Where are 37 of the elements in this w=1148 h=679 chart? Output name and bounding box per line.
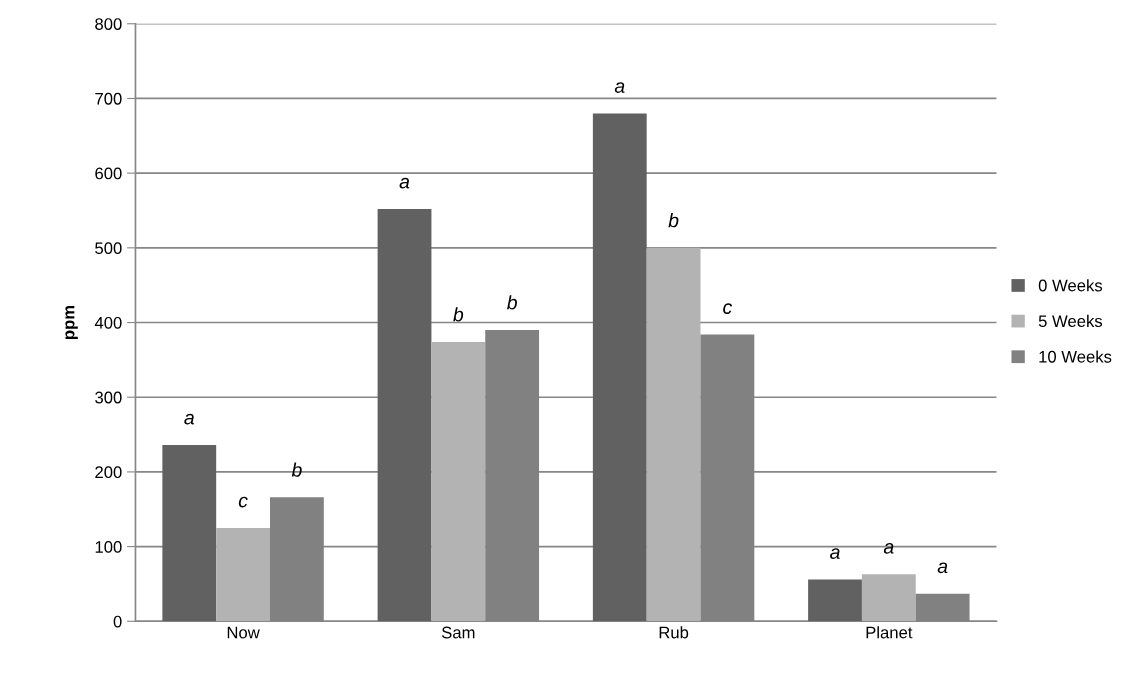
bar [592, 113, 647, 622]
data-label: b [291, 462, 302, 477]
data-label: a [937, 562, 948, 574]
data-label: c [238, 496, 248, 508]
x-tick-label: Sam [441, 626, 475, 639]
y-axis-title: ppm [65, 305, 78, 340]
legend-label: 0 Weeks [1038, 279, 1103, 292]
data-label: a [883, 543, 894, 554]
y-tick-label: 200 [95, 466, 122, 479]
data-label: a [614, 82, 625, 93]
data-label: a [399, 177, 410, 189]
data-label: a [184, 413, 195, 425]
y-tick-label: 300 [95, 391, 122, 404]
bar [861, 574, 916, 622]
bar [808, 579, 862, 622]
data-label: b [668, 213, 679, 228]
bar [216, 527, 270, 622]
y-tick-label: 100 [95, 541, 122, 553]
legend-label: 5 Weeks [1038, 314, 1103, 328]
y-tick-label: 500 [95, 242, 122, 255]
bar [646, 247, 701, 622]
data-label: b [507, 295, 517, 310]
y-tick-label: 700 [95, 92, 122, 105]
x-tick-label: Planet [866, 626, 913, 639]
data-label: b [453, 307, 464, 322]
y-tick-label: 400 [94, 316, 122, 329]
x-tick-label: Rub [659, 626, 689, 639]
y-tick-label: 0 [113, 615, 122, 628]
x-tick-label: Now [227, 626, 260, 639]
data-label: a [830, 548, 840, 559]
bar [431, 341, 486, 622]
bar [377, 209, 432, 622]
y-tick-label: 600 [95, 167, 122, 180]
bar [162, 445, 217, 622]
legend-label: 10 Weeks [1039, 350, 1112, 363]
y-tick-label: 800 [95, 18, 122, 30]
data-label: c [723, 303, 733, 314]
